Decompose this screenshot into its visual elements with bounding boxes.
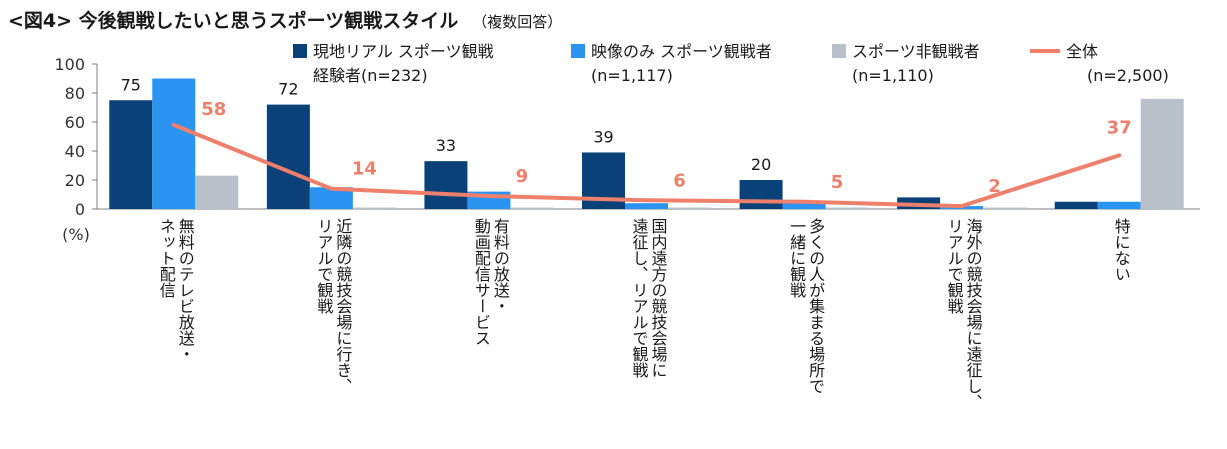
bar [1097, 201, 1141, 209]
y-tick-label: 20 [65, 171, 85, 190]
legend-label-n: (n=2,500) [1087, 66, 1169, 85]
category-label: 有料の放送・ [491, 218, 510, 314]
chart-subtitle: （複数回答） [472, 13, 563, 31]
category-label: リアルで観戦 [945, 218, 964, 315]
total-data-label: 6 [673, 170, 686, 191]
category-label: 一緒に観戦 [787, 218, 806, 299]
legend-label-n: (n=1,117) [591, 66, 673, 85]
bar [152, 78, 196, 209]
bar [625, 203, 668, 209]
y-tick-label: 60 [65, 113, 85, 132]
category-label: 遠征し、リアルで観戦 [630, 218, 649, 379]
total-data-label: 37 [1107, 117, 1132, 138]
legend-label: 現地リアル スポーツ観戦 [313, 42, 494, 61]
total-point [644, 198, 649, 203]
category-label: 多くの人が集まる場所で [806, 218, 825, 394]
legend-label: スポーツ非観戦者 [852, 42, 980, 61]
y-tick-label: 40 [65, 142, 85, 161]
bar [1054, 201, 1098, 209]
total-point [959, 204, 964, 209]
category-label: リアルで観戦 [314, 218, 333, 315]
chart-title: <図4> 今後観戦したいと思うスポーツ観戦スタイル （複数回答） [8, 6, 562, 33]
total-point [802, 199, 807, 204]
total-point [486, 193, 491, 198]
y-tick-label: 100 [54, 55, 85, 74]
category-label: 動画配信サービス [472, 218, 491, 346]
bar [510, 207, 554, 209]
total-data-label: 5 [831, 172, 844, 193]
legend-swatch [293, 44, 307, 58]
y-tick-label: 0 [75, 200, 85, 219]
bar [1140, 98, 1184, 209]
legend-swatch [571, 44, 585, 58]
category-label: ネット配信 [157, 218, 176, 298]
total-data-label: 14 [352, 159, 377, 180]
bar-data-label: 33 [436, 136, 456, 155]
legend-label: 映像のみ スポーツ観戦者 [591, 42, 772, 61]
category-label: 近隣の競技会場に行き、 [333, 218, 352, 394]
bar [424, 161, 468, 209]
category-label: 国内遠方の競技会場に [649, 218, 668, 378]
y-axis-label: (%) [62, 225, 90, 244]
bar [668, 207, 711, 209]
total-point [1117, 153, 1122, 158]
bar [195, 175, 239, 209]
legend-swatch [832, 44, 846, 58]
y-tick-label: 80 [65, 84, 85, 103]
total-data-label: 9 [516, 166, 529, 187]
total-point [171, 122, 176, 127]
total-data-label: 58 [201, 99, 226, 120]
bar [109, 100, 153, 209]
category-label: 無料のテレビ放送・ [176, 218, 195, 362]
bar [825, 207, 869, 209]
legend-label: 全体 [1066, 42, 1098, 61]
bar-data-label: 39 [593, 127, 613, 146]
category-label: 海外の競技会場に遠征し、 [964, 218, 983, 410]
bar [266, 104, 310, 209]
category-label: 特にない [1112, 218, 1131, 282]
bar [352, 207, 396, 209]
bar-data-label: 75 [121, 75, 141, 94]
legend-label-n: (n=1,110) [852, 66, 934, 85]
bar-data-label: 20 [751, 155, 771, 174]
legend-label-n: 経験者(n=232) [313, 66, 428, 85]
total-point [329, 186, 334, 191]
total-data-label: 2 [988, 176, 1001, 197]
bar [782, 201, 826, 209]
bar [983, 207, 1027, 209]
chart-title-text: <図4> 今後観戦したいと思うスポーツ観戦スタイル [8, 10, 459, 32]
bar-data-label: 72 [278, 80, 298, 99]
bar [309, 187, 353, 209]
bar [739, 180, 783, 209]
